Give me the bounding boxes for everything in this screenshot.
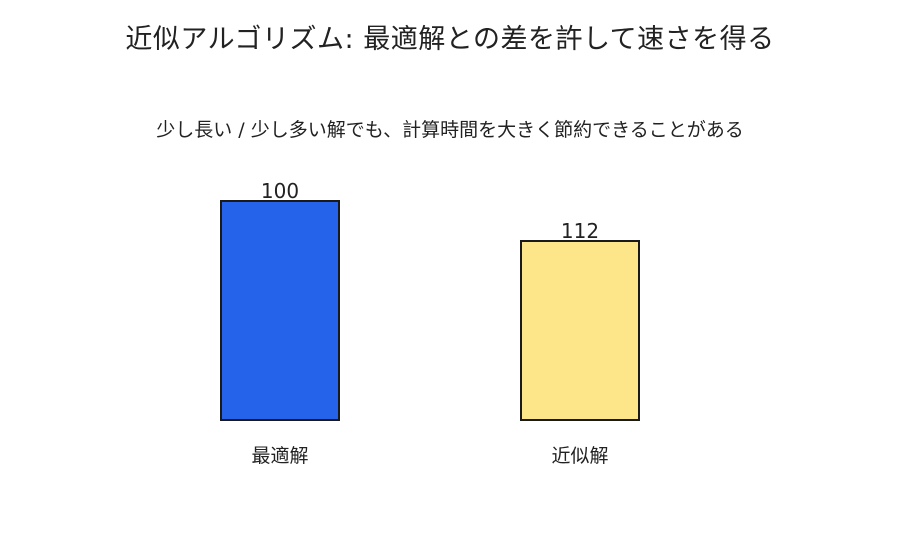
category-label: 最適解 bbox=[251, 445, 308, 467]
bar-approximate bbox=[520, 240, 640, 421]
bar-optimal bbox=[220, 200, 340, 421]
bar-value-label: 112 bbox=[561, 219, 599, 243]
category-label: 近似解 bbox=[551, 445, 608, 467]
bar-value-label: 100 bbox=[261, 179, 299, 203]
chart-subtitle: 少し長い / 少し多い解でも、計算時間を大きく節約できることがある bbox=[156, 119, 744, 141]
chart-title: 近似アルゴリズム: 最適解との差を許して速さを得る bbox=[125, 24, 775, 55]
